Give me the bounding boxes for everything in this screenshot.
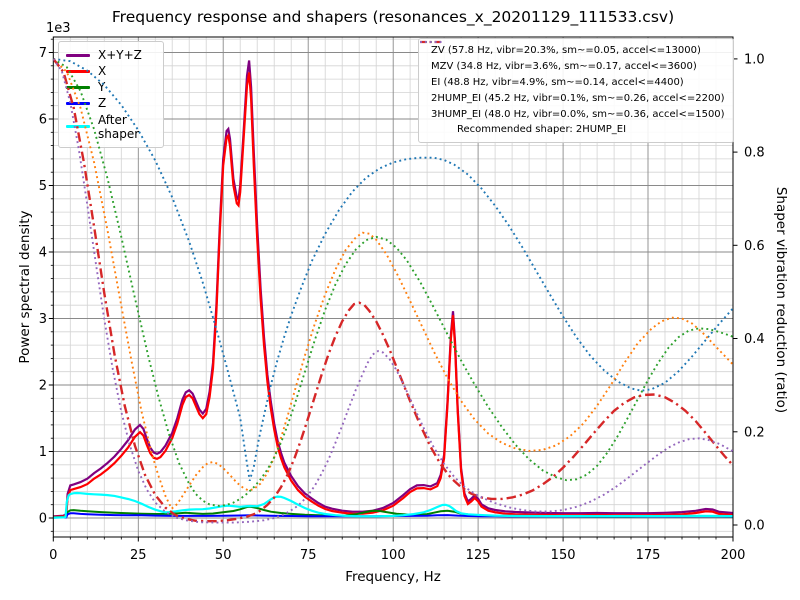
legend-item-after-shaper: After shaper xyxy=(66,113,155,141)
tick-label: 0.8 xyxy=(744,146,765,161)
tick-label: 25 xyxy=(130,548,147,563)
legend-item-label: EI (48.8 Hz, vibr=4.9%, sm~=0.14, accel<… xyxy=(431,76,684,88)
legend-line-sample xyxy=(66,69,90,73)
tick-label: 7 xyxy=(39,46,47,61)
legend-item-x: X xyxy=(66,64,155,78)
tick-label: 200 xyxy=(721,548,746,563)
tick-label: 0.6 xyxy=(744,239,765,254)
legend-item-label: ZV (57.8 Hz, vibr=20.3%, sm~=0.05, accel… xyxy=(431,45,701,57)
tick-label: 1.0 xyxy=(744,52,765,67)
recommended-shaper-text: Recommended shaper: 2HUMP_EI xyxy=(457,124,627,136)
legend-line-sample xyxy=(66,125,90,129)
legend-item-label: X xyxy=(98,64,107,79)
tick-label: 0.4 xyxy=(744,332,765,347)
tick-labels: 0 25 50 75 100 125 150 175 200 0 1 2 3 4 5 6 7 0.0 0.2 0.4 0… xyxy=(39,46,765,563)
tick-label: 50 xyxy=(215,548,232,563)
legend-item-label: After shaper xyxy=(98,112,140,141)
tick-label: 100 xyxy=(381,548,406,563)
legend-item-2hump-ei: 2HUMP_EI (45.2 Hz, vibr=0.1%, sm~=0.26, … xyxy=(420,40,725,106)
tick-label: 0.0 xyxy=(744,519,765,534)
legend-item-label: 3HUMP_EI (48.0 Hz, vibr=0.0%, sm~=0.36, … xyxy=(431,108,725,120)
legend-line-sample xyxy=(420,41,444,43)
tick-label: 0.2 xyxy=(744,425,765,440)
legend-item-3hump-ei: 3HUMP_EI (48.0 Hz, vibr=0.0%, sm~=0.36, … xyxy=(420,41,725,122)
tick-label: 75 xyxy=(300,548,317,563)
tick-label: 3 xyxy=(39,312,47,327)
legend-item-y: Y xyxy=(66,80,155,94)
legend-item-label: 2HUMP_EI (45.2 Hz, vibr=0.1%, sm~=0.26, … xyxy=(431,92,725,104)
legend-item-ei: EI (48.8 Hz, vibr=4.9%, sm~=0.14, accel<… xyxy=(420,41,725,91)
legend-item-x-y-z: X+Y+Z xyxy=(66,48,155,62)
legend-item-zv: ZV (57.8 Hz, vibr=20.3%, sm~=0.05, accel… xyxy=(420,41,725,59)
tick-label: 150 xyxy=(551,548,576,563)
legend-line-sample xyxy=(66,85,90,89)
y-axis-label-right: Shaper vibration reduction (ratio) xyxy=(773,186,789,414)
x-axis-label: Frequency, Hz xyxy=(345,569,441,585)
legend-item-label: X+Y+Z xyxy=(98,48,142,62)
legend-line-sample xyxy=(66,53,90,57)
y-axis-label-left: Power spectral density xyxy=(17,210,33,364)
legend-item-label: MZV (34.8 Hz, vibr=3.6%, sm~=0.17, accel… xyxy=(431,61,697,73)
legend-item-label: Y xyxy=(98,80,106,95)
legend-item-z: Z xyxy=(66,96,155,110)
legend-shapers: ZV (57.8 Hz, vibr=20.3%, sm~=0.05, accel… xyxy=(418,38,734,143)
legend-item-mzv: MZV (34.8 Hz, vibr=3.6%, sm~=0.17, accel… xyxy=(420,41,725,75)
chart-title: Frequency response and shapers (resonanc… xyxy=(111,8,675,26)
tick-label: 125 xyxy=(466,548,491,563)
tick-label: 2 xyxy=(39,379,47,394)
tick-label: 1 xyxy=(39,445,47,460)
tick-label: 4 xyxy=(39,246,47,261)
legend-item-label: Z xyxy=(98,96,107,111)
legend-line-sample xyxy=(66,102,90,106)
tick-label: 5 xyxy=(39,179,47,194)
tick-label: 0 xyxy=(39,512,47,527)
tick-label: 175 xyxy=(636,548,661,563)
y-axis-offset-text: 1e3 xyxy=(46,21,71,36)
tick-label: 0 xyxy=(49,548,57,563)
legend-psd: X+Y+Z X Y Z After shaper xyxy=(58,41,164,148)
tick-label: 6 xyxy=(39,113,47,128)
legend-recommended-note: Recommended shaper: 2HUMP_EI xyxy=(425,122,725,138)
